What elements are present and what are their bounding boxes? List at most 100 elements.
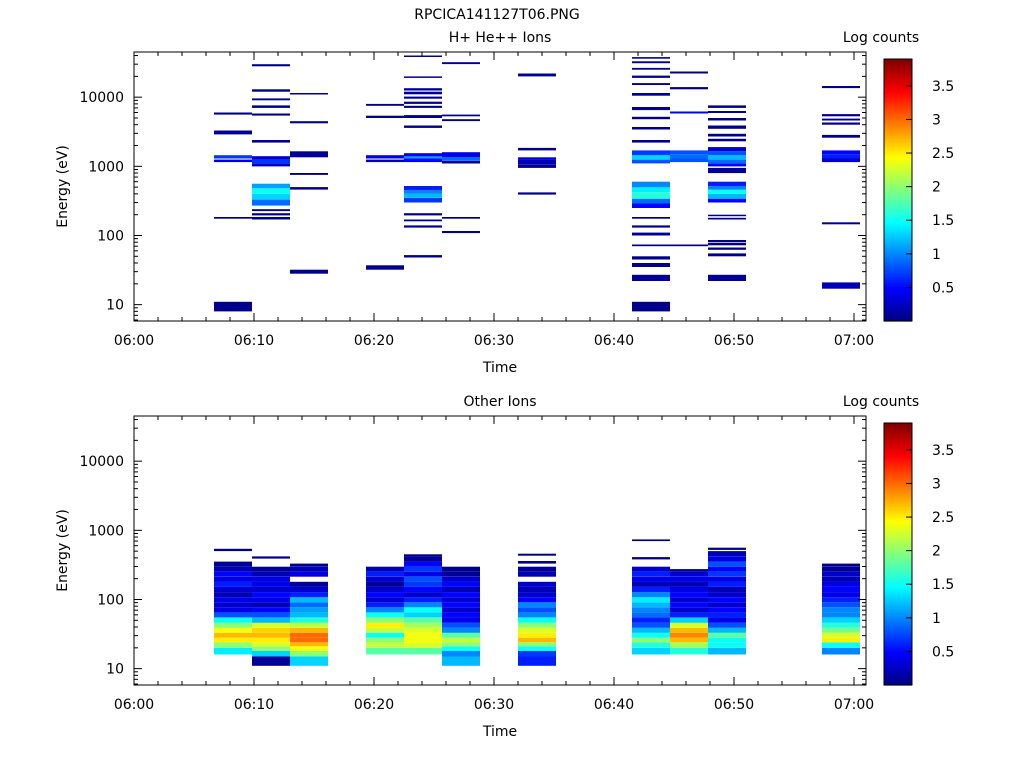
heatmap-cell xyxy=(708,627,746,633)
colorbar-swatch xyxy=(884,460,912,463)
heatmap-cell xyxy=(290,656,328,666)
colorbar-swatch xyxy=(884,523,912,527)
colorbar-swatch xyxy=(884,451,912,455)
colorbar-swatch xyxy=(884,678,912,682)
colorbar-tick-label: 2.5 xyxy=(932,510,954,526)
colorbar-swatch xyxy=(884,645,912,649)
heatmap-cell xyxy=(252,199,290,206)
colorbar-swatch xyxy=(884,168,912,171)
heatmap-cell xyxy=(822,114,860,117)
heatmap-cell xyxy=(252,642,290,647)
heatmap-cell xyxy=(214,566,252,572)
colorbar-swatch xyxy=(884,538,912,542)
heatmap-cell xyxy=(708,637,746,643)
heatmap-cell xyxy=(366,627,404,633)
heatmap-cell xyxy=(442,581,480,587)
heatmap-cell xyxy=(252,576,290,582)
heatmap-cell xyxy=(518,159,556,165)
heatmap-cell xyxy=(404,105,442,108)
heatmap-cell xyxy=(404,225,442,228)
heatmap-cell xyxy=(252,566,290,572)
y-tick-label: 10 xyxy=(106,298,124,314)
colorbar-swatch xyxy=(884,85,912,88)
heatmap-cell xyxy=(670,632,708,638)
heatmap-cell xyxy=(366,632,404,638)
heatmap-cell xyxy=(670,71,708,74)
heatmap-cell xyxy=(442,119,480,122)
heatmap-cell xyxy=(404,197,442,203)
heatmap-cell xyxy=(708,247,746,250)
heatmap-cell xyxy=(252,556,290,559)
heatmap-cell xyxy=(518,561,556,564)
heatmap-cell xyxy=(214,112,252,115)
heatmap-cell xyxy=(632,602,670,608)
colorbar-swatch xyxy=(884,652,912,656)
heatmap-cell xyxy=(290,566,328,572)
colorbar-swatch xyxy=(884,248,912,252)
colorbar-swatch xyxy=(884,307,912,311)
heatmap-cell xyxy=(404,586,442,593)
heatmap-cell xyxy=(366,571,404,577)
colorbar-swatch xyxy=(884,508,912,511)
heatmap-cell xyxy=(632,586,670,593)
heatmap-cell xyxy=(632,67,670,70)
colorbar-swatch xyxy=(884,272,912,276)
colorbar-swatch xyxy=(884,141,912,145)
heatmap-cell xyxy=(366,576,404,582)
colorbar-swatch xyxy=(884,109,912,112)
colorbar-swatch xyxy=(884,492,912,496)
heatmap-cell xyxy=(632,93,670,96)
heatmap-cell xyxy=(214,617,252,623)
heatmap-cell xyxy=(708,602,746,608)
heatmap-cell xyxy=(290,592,328,598)
colorbar-swatch xyxy=(884,433,912,437)
heatmap-cell xyxy=(708,253,746,257)
colorbar-swatch xyxy=(884,229,912,233)
heatmap-cell xyxy=(214,592,252,598)
heatmap-cell xyxy=(708,163,746,167)
heatmap-cell xyxy=(404,627,442,633)
colorbar-swatch xyxy=(884,639,912,642)
x-tick-label: 06:10 xyxy=(234,333,274,349)
y-axis-label: Energy (eV) xyxy=(55,145,71,228)
plot-frame xyxy=(133,415,867,686)
heatmap-cell xyxy=(404,632,442,638)
heatmap-cell xyxy=(708,217,746,220)
heatmap-cell xyxy=(632,203,670,208)
heatmap-cell xyxy=(708,612,746,618)
heatmap-cell xyxy=(442,602,480,608)
heatmap-cell xyxy=(366,647,404,655)
heatmap-cell xyxy=(632,181,670,188)
colorbar-swatch xyxy=(884,131,912,134)
heatmap-cell xyxy=(518,656,556,666)
heatmap-cell xyxy=(214,576,252,582)
heatmap-cell xyxy=(404,612,442,618)
heatmap-cell xyxy=(252,637,290,643)
heatmap-cell xyxy=(708,647,746,655)
y-tick-label: 10000 xyxy=(79,90,124,106)
colorbar-swatch xyxy=(884,93,912,97)
x-axis-label: Time xyxy=(482,360,517,376)
heatmap-cell xyxy=(632,75,670,78)
colorbar-swatch xyxy=(884,161,912,165)
heatmap-cell xyxy=(708,571,746,577)
heatmap-cell xyxy=(252,105,290,108)
heatmap-cell xyxy=(214,597,252,603)
colorbar-swatch xyxy=(884,259,912,263)
heatmap-cell xyxy=(708,547,746,550)
colorbar-swatch xyxy=(884,457,912,461)
heatmap-cell xyxy=(404,193,442,198)
heatmap-cell xyxy=(366,155,404,159)
heatmap-cell xyxy=(670,111,708,114)
heatmap-cell xyxy=(366,586,404,593)
heatmap-cell xyxy=(822,122,860,125)
colorbar-swatch xyxy=(884,466,912,470)
heatmap-cell xyxy=(442,637,480,643)
heatmap-cell xyxy=(404,561,442,567)
colorbar-tick-label: 3 xyxy=(932,112,941,128)
heatmap-cell xyxy=(404,607,442,613)
heatmap-cell xyxy=(822,627,860,633)
heatmap-cell xyxy=(670,586,708,593)
colorbar-swatch xyxy=(884,442,912,446)
x-tick-label: 06:20 xyxy=(354,333,394,349)
